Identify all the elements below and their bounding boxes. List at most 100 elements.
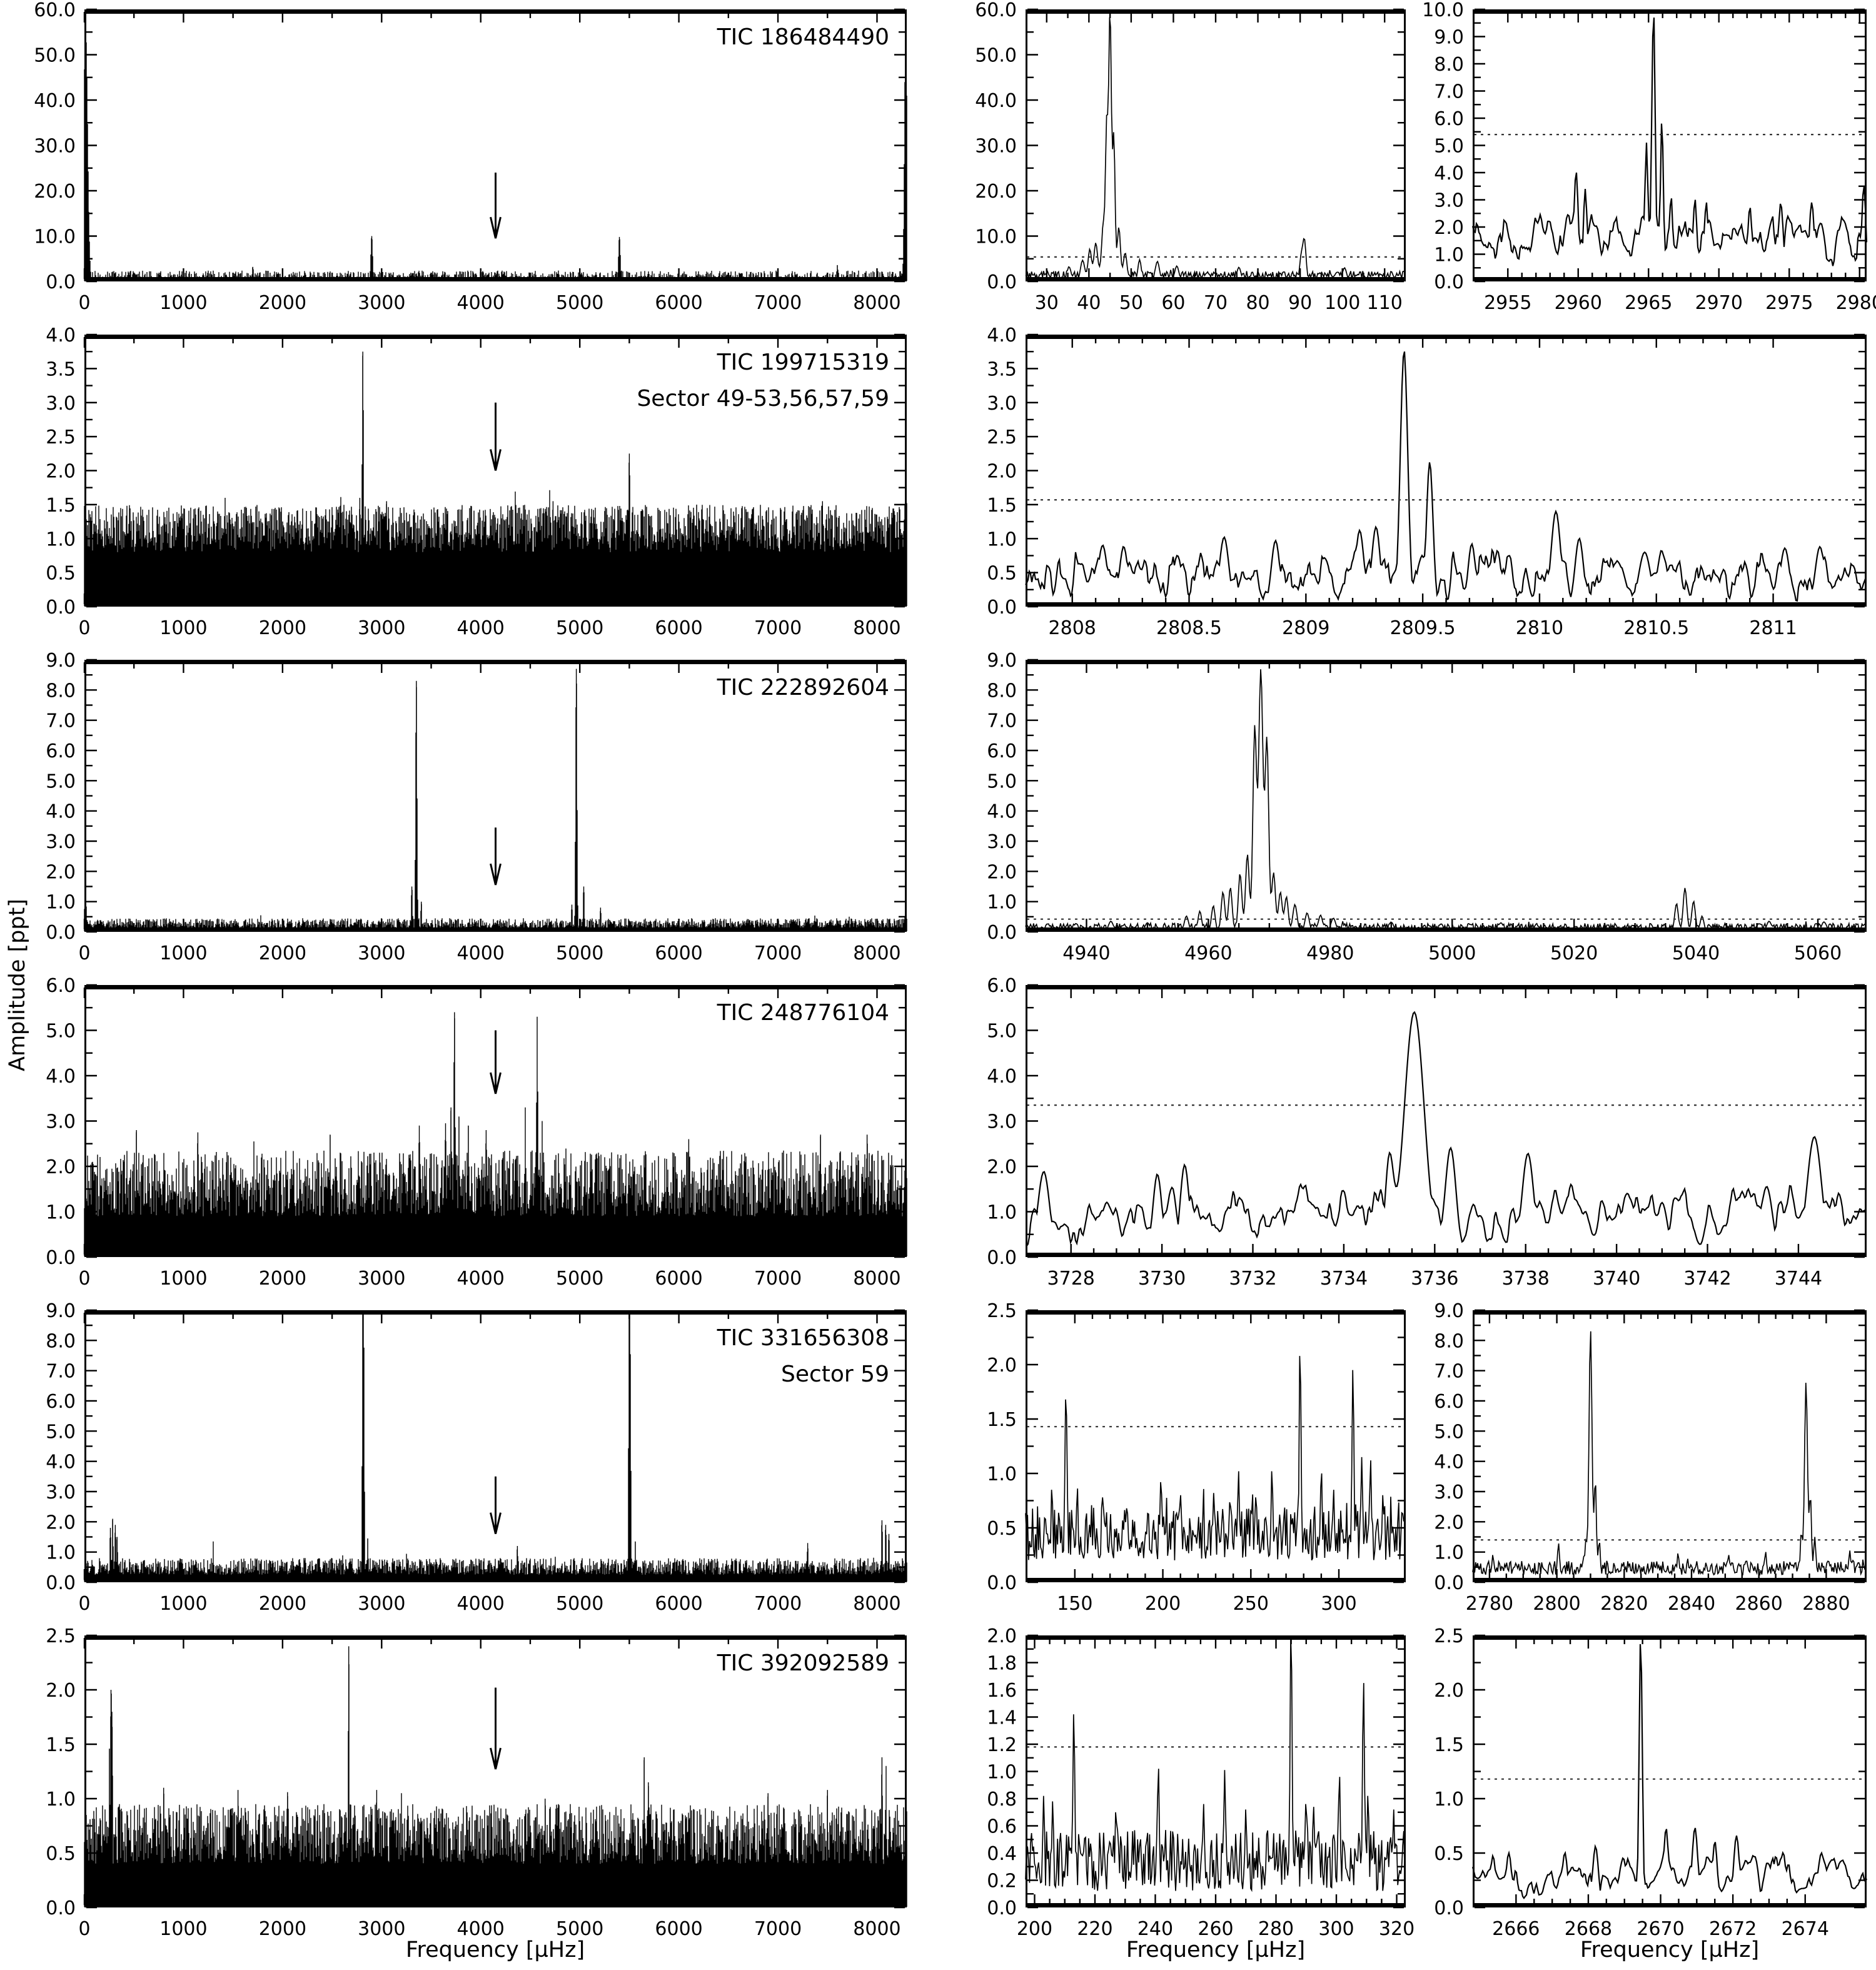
svg-text:1.8: 1.8 [987,1653,1017,1675]
svg-text:0.0: 0.0 [987,922,1017,944]
svg-text:5000: 5000 [556,617,603,639]
spectrum-plot-tic331656308-full: 0 1000 2000 3000 4000 5000 6000 7000 8000 0.0 1.0 2… [46,1300,907,1615]
svg-text:1.0: 1.0 [987,1463,1017,1485]
svg-text:60.0: 60.0 [975,0,1017,21]
svg-text:2808: 2808 [1049,617,1096,639]
svg-text:0.0: 0.0 [46,271,76,293]
panel-tic331656308-zoom-low: 150 200 250 300 0.0 0.5 1.0 1.5 2.0 2.5 [987,1300,1406,1615]
svg-text:1000: 1000 [159,942,207,964]
svg-text:7000: 7000 [754,942,802,964]
svg-text:40.0: 40.0 [975,90,1017,112]
svg-text:2970: 2970 [1695,292,1743,314]
axes [83,8,907,283]
svg-text:1.0: 1.0 [46,1542,76,1564]
svg-text:2840: 2840 [1668,1593,1715,1615]
svg-text:2.0: 2.0 [1434,217,1464,239]
svg-text:6000: 6000 [655,942,702,964]
svg-text:0: 0 [78,292,90,314]
svg-text:280: 280 [1258,1918,1294,1940]
tick-labels: 0 1000 2000 3000 4000 5000 6000 7000 8000 0.0 0.5 1… [46,1625,900,1940]
axes [83,1634,907,1909]
svg-text:3.0: 3.0 [46,393,76,415]
svg-text:3.0: 3.0 [46,1482,76,1503]
svg-text:1000: 1000 [159,1593,207,1615]
panel-tic331656308-full: 0 1000 2000 3000 4000 5000 6000 7000 8000 0.0 1.0 2… [46,1300,907,1615]
svg-text:1.5: 1.5 [46,495,76,517]
svg-text:0.0: 0.0 [987,1897,1017,1919]
svg-text:30.0: 30.0 [975,136,1017,158]
svg-text:0: 0 [78,1918,90,1940]
svg-text:1000: 1000 [159,1918,207,1940]
axes [1473,1634,1867,1909]
svg-text:0.0: 0.0 [987,1572,1017,1594]
spectrum-plot-tic222892604-zoom: 4940 4960 4980 5000 5020 5040 5060 0.0 1.0 2.0 3.0… [987,650,1867,964]
svg-text:8000: 8000 [853,1918,900,1940]
svg-text:1.0: 1.0 [987,528,1017,550]
x-axis-label-right-b: Frequency [µHz] [1580,1937,1760,1962]
svg-text:8000: 8000 [853,1593,900,1615]
spectrum-plot-tic392092589-zoom-high: 2666 2668 2670 2672 2674 0.0 0.5 1.0 1.5 2.0 2.5 [1434,1625,1868,1940]
svg-text:4000: 4000 [457,292,505,314]
svg-text:2811: 2811 [1749,617,1797,639]
svg-text:4.0: 4.0 [46,325,76,346]
svg-text:50.0: 50.0 [975,45,1017,67]
svg-text:TIC 331656308: TIC 331656308 [717,1325,889,1351]
svg-text:300: 300 [1321,1593,1356,1615]
svg-text:5.0: 5.0 [46,1421,76,1443]
svg-text:6.0: 6.0 [46,740,76,762]
panel-title-tic222892604-full: TIC 222892604 [717,675,889,700]
axes [1026,1309,1406,1584]
svg-text:0.0: 0.0 [987,597,1017,619]
svg-text:6000: 6000 [655,1268,702,1290]
svg-text:200: 200 [1145,1593,1181,1615]
svg-text:3000: 3000 [358,1918,405,1940]
svg-text:4.0: 4.0 [1434,163,1464,184]
axes [1473,8,1867,283]
tick-labels: 4940 4960 4980 5000 5020 5040 5060 0.0 1.0 2.0 3.0… [987,650,1842,964]
svg-text:0: 0 [78,1593,90,1615]
svg-text:3738: 3738 [1502,1268,1550,1290]
svg-text:3.5: 3.5 [987,358,1017,380]
panel-title-tic186484490-full: TIC 186484490 [717,24,889,50]
svg-text:0.5: 0.5 [46,1843,76,1865]
svg-text:5040: 5040 [1672,942,1720,964]
svg-text:2.0: 2.0 [46,461,76,483]
svg-text:2000: 2000 [259,942,306,964]
svg-text:150: 150 [1057,1593,1092,1615]
svg-text:8.0: 8.0 [987,680,1017,702]
svg-text:8000: 8000 [853,292,900,314]
spectrum-plot-tic248776104-full: 0 1000 2000 3000 4000 5000 6000 7000 8000 0.0 1.0 2… [46,975,907,1290]
svg-text:1000: 1000 [159,1268,207,1290]
svg-text:3.0: 3.0 [1434,190,1464,212]
svg-text:TIC 222892604: TIC 222892604 [717,675,889,700]
svg-text:6.0: 6.0 [1434,1391,1464,1413]
panel-title-tic392092589-full: TIC 392092589 [717,1650,889,1676]
spectrum-plot-tic186484490-zoom-low: 30 40 50 60 70 80 90 100 110 0.0 10.0 20.0 30.0 40.0 5… [975,0,1406,314]
svg-text:3730: 3730 [1138,1268,1186,1290]
svg-text:0: 0 [78,1268,90,1290]
svg-text:3000: 3000 [358,617,405,639]
svg-text:0.0: 0.0 [1434,1572,1464,1594]
svg-text:7000: 7000 [754,617,802,639]
axes [1026,333,1867,608]
spectrum-plot-tic199715319-full: 0 1000 2000 3000 4000 5000 6000 7000 8000 0.0 0.5 1… [46,325,907,639]
svg-text:4.0: 4.0 [46,1452,76,1473]
svg-text:2965: 2965 [1625,292,1672,314]
svg-text:7.0: 7.0 [1434,81,1464,103]
svg-text:1.0: 1.0 [987,1762,1017,1784]
axes [1026,984,1867,1258]
svg-text:TIC 248776104: TIC 248776104 [717,1000,889,1026]
svg-text:2960: 2960 [1555,292,1602,314]
svg-text:Sector 49-53,56,57,59: Sector 49-53,56,57,59 [637,386,889,412]
svg-text:10.0: 10.0 [34,226,76,248]
panel-tic199715319-full: 0 1000 2000 3000 4000 5000 6000 7000 8000 0.0 0.5 1… [46,325,907,639]
svg-text:4000: 4000 [457,1918,505,1940]
svg-text:0.6: 0.6 [987,1816,1017,1838]
axes [83,984,907,1258]
svg-text:6.0: 6.0 [46,1391,76,1413]
tick-labels: 0 1000 2000 3000 4000 5000 6000 7000 8000 0.0 1.0 2… [46,650,900,964]
svg-text:3000: 3000 [358,292,405,314]
svg-text:0.0: 0.0 [46,1897,76,1919]
